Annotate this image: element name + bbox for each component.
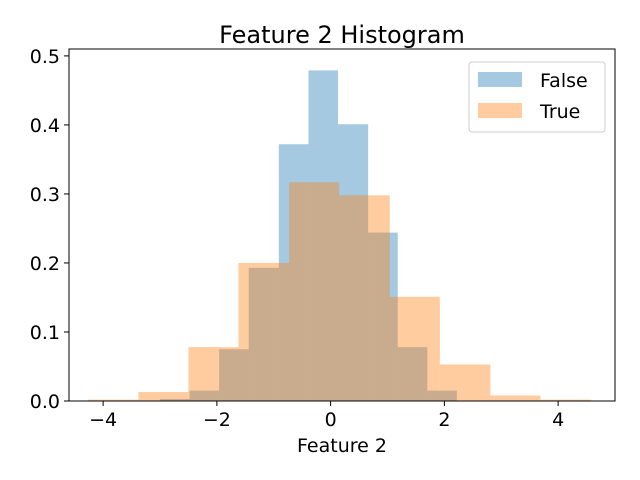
histogram-bar-true-1 bbox=[138, 392, 189, 401]
series-false bbox=[160, 70, 457, 401]
histogram-bar-true-4 bbox=[289, 182, 340, 401]
histogram-bar-true-8 bbox=[490, 395, 541, 401]
axes-frame bbox=[68, 48, 616, 402]
plot-area: −4 −2 0 2 4 0.0 0.1 0.2 0.3 0.4 0.5 bbox=[30, 46, 616, 431]
y-tick-label: 0.2 bbox=[30, 253, 60, 275]
legend-label-true: True bbox=[539, 101, 580, 123]
y-tick-label: 0.3 bbox=[30, 184, 60, 206]
legend-label-false: False bbox=[540, 70, 588, 92]
bars-layer bbox=[87, 70, 592, 401]
y-tick-label: 0.4 bbox=[30, 115, 60, 137]
x-tick-label: 0 bbox=[325, 409, 337, 431]
legend-box bbox=[468, 61, 606, 133]
legend-swatch-true bbox=[478, 103, 522, 118]
histogram-bar-true-6 bbox=[389, 296, 440, 401]
histogram-bar-false-2 bbox=[219, 349, 249, 401]
y-tick-label: 0.1 bbox=[30, 322, 60, 344]
histogram-bar-true-2 bbox=[188, 347, 239, 401]
histogram-bar-true-3 bbox=[238, 262, 290, 401]
histogram-bar-false-6 bbox=[338, 124, 369, 401]
x-tick-label: 4 bbox=[552, 409, 564, 431]
histogram-bar-true-5 bbox=[339, 195, 390, 401]
ticks-layer: −4 −2 0 2 4 0.0 0.1 0.2 0.3 0.4 0.5 bbox=[30, 46, 564, 431]
legend: False True bbox=[468, 61, 606, 133]
histogram-bar-false-7 bbox=[368, 232, 398, 401]
histogram-bar-false-5 bbox=[308, 70, 339, 401]
y-tick-label: 0.5 bbox=[30, 46, 60, 68]
histogram-bar-false-0 bbox=[160, 398, 190, 401]
x-tick-label: −2 bbox=[203, 409, 231, 431]
series-true bbox=[87, 182, 592, 401]
histogram-bar-false-9 bbox=[427, 390, 457, 401]
histogram-bar-true-0 bbox=[87, 399, 139, 401]
x-axis-label: Feature 2 bbox=[297, 435, 387, 457]
histogram-bar-true-7 bbox=[439, 364, 491, 401]
histogram-bar-false-1 bbox=[189, 390, 220, 401]
histogram-bar-false-3 bbox=[248, 267, 279, 401]
x-tick-label: −4 bbox=[89, 409, 117, 431]
y-tick-label: 0.0 bbox=[30, 391, 60, 413]
legend-swatch-false bbox=[478, 72, 522, 87]
histogram-bar-false-4 bbox=[278, 144, 309, 401]
histogram-bar-true-9 bbox=[540, 399, 592, 401]
x-tick-label: 2 bbox=[438, 409, 450, 431]
histogram-bar-false-8 bbox=[397, 347, 428, 401]
chart-title: Feature 2 Histogram bbox=[219, 21, 465, 49]
